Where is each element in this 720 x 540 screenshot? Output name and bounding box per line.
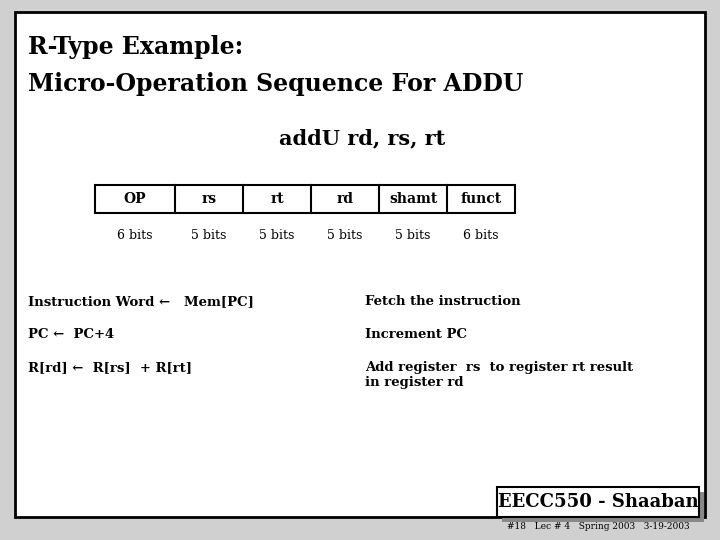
Text: addU rd, rs, rt: addU rd, rs, rt xyxy=(279,128,445,148)
Text: EECC550 - Shaaban: EECC550 - Shaaban xyxy=(498,493,698,511)
Text: #18   Lec # 4   Spring 2003   3-19-2003: #18 Lec # 4 Spring 2003 3-19-2003 xyxy=(507,522,689,531)
Text: Fetch the instruction: Fetch the instruction xyxy=(365,295,521,308)
Text: rd: rd xyxy=(336,192,354,206)
Text: Increment PC: Increment PC xyxy=(365,328,467,341)
Bar xyxy=(502,492,704,522)
Text: Instruction Word ←   Mem[PC]: Instruction Word ← Mem[PC] xyxy=(28,295,254,308)
Text: OP: OP xyxy=(124,192,146,206)
Text: 6 bits: 6 bits xyxy=(117,229,153,242)
Text: R[rd] ←  R[rs]  + R[rt]: R[rd] ← R[rs] + R[rt] xyxy=(28,361,192,374)
Text: 5 bits: 5 bits xyxy=(259,229,294,242)
Text: rs: rs xyxy=(202,192,217,206)
Bar xyxy=(95,185,515,213)
Text: 5 bits: 5 bits xyxy=(192,229,227,242)
Text: Add register  rs  to register rt result
in register rd: Add register rs to register rt result in… xyxy=(365,361,633,389)
Text: 5 bits: 5 bits xyxy=(395,229,431,242)
Text: PC ←  PC+4: PC ← PC+4 xyxy=(28,328,114,341)
Text: Micro-Operation Sequence For ADDU: Micro-Operation Sequence For ADDU xyxy=(28,72,523,96)
Text: 5 bits: 5 bits xyxy=(328,229,363,242)
Bar xyxy=(497,487,699,517)
Text: shamt: shamt xyxy=(389,192,437,206)
Text: R-Type Example:: R-Type Example: xyxy=(28,35,243,59)
Text: 6 bits: 6 bits xyxy=(463,229,499,242)
Text: rt: rt xyxy=(270,192,284,206)
Text: funct: funct xyxy=(460,192,502,206)
